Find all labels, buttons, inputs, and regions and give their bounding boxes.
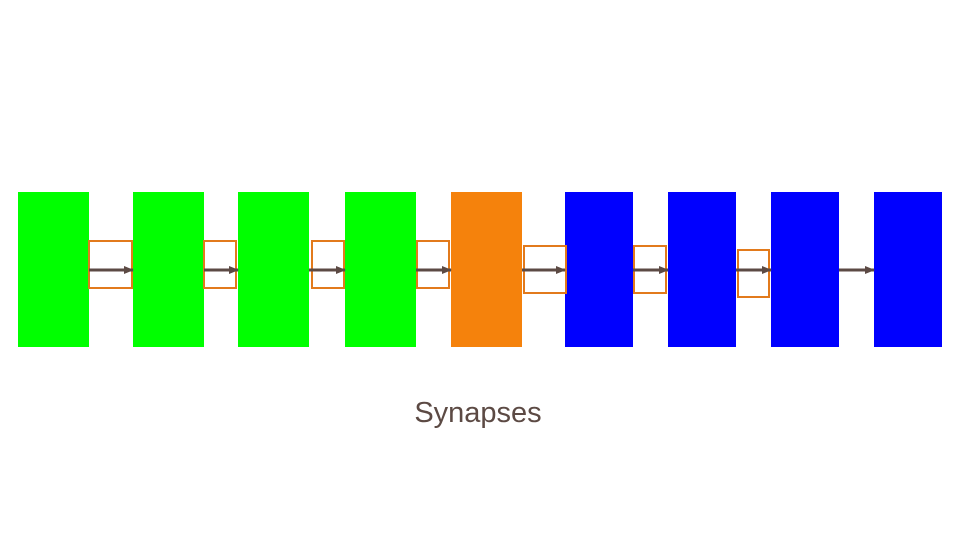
synapse-box-3	[311, 240, 345, 289]
synapse-box-4	[416, 240, 450, 289]
neuron-4-green	[345, 192, 416, 347]
neuron-6-blue	[565, 192, 633, 347]
neuron-8-blue	[771, 192, 839, 347]
neuron-7-blue	[668, 192, 736, 347]
synapse-box-7	[737, 249, 770, 298]
synapse-box-1	[88, 240, 133, 289]
synapses-layer	[88, 240, 875, 298]
neuron-3-green	[238, 192, 309, 347]
caption-synapses: Synapses	[414, 397, 542, 429]
neuron-2-green	[133, 192, 204, 347]
neuron-5-orange	[451, 192, 522, 347]
synapse-box-2	[203, 240, 237, 289]
neurons-layer	[18, 192, 942, 347]
neuron-9-blue	[874, 192, 942, 347]
neuron-1-green	[18, 192, 89, 347]
